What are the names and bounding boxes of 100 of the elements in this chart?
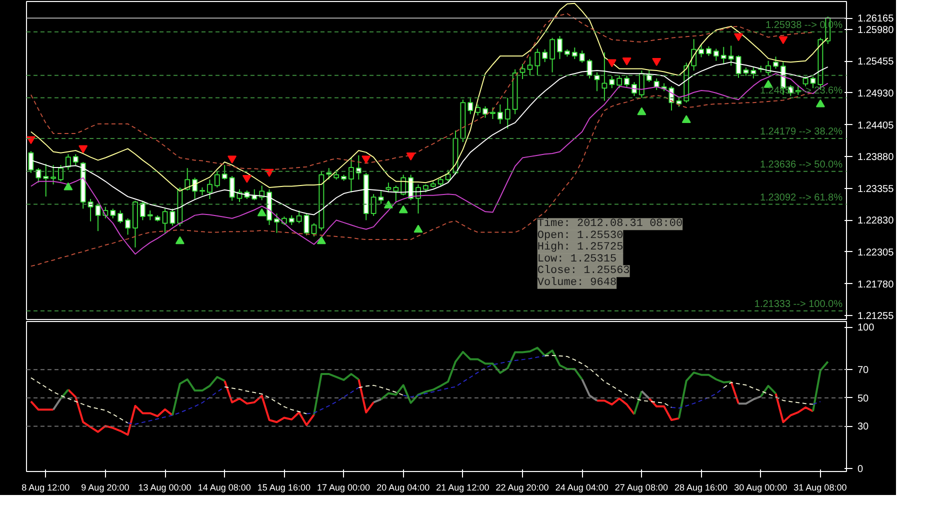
x-tick-label: 13 Aug 00:00 (138, 482, 192, 492)
y-tick-label: 50 (858, 393, 870, 404)
candlestick (475, 104, 481, 116)
candlestick (638, 70, 644, 98)
y-tick-label: 1.21255 (858, 311, 894, 322)
y-tick-label: 1.22305 (858, 247, 894, 258)
point (362, 156, 371, 164)
candlestick (490, 107, 496, 120)
y-tick-label: 1.23355 (858, 184, 894, 195)
candlestick (296, 210, 302, 224)
candlestick (192, 177, 198, 200)
x-tick-label: 28 Aug 16:00 (674, 482, 728, 492)
point (228, 156, 237, 164)
annotation: Open: 1.25530 (537, 230, 624, 242)
point (734, 33, 744, 42)
candlestick (468, 98, 474, 115)
candlestick (616, 74, 622, 89)
candlestick (602, 52, 608, 102)
candlestick (348, 157, 354, 193)
x-tick-label: 9 Aug 20:00 (81, 482, 130, 492)
annotation: Volume: 9648 (537, 276, 617, 289)
y-tick-label: 1.23880 (858, 152, 894, 164)
candlestick (542, 48, 548, 63)
candlestick (766, 60, 772, 76)
point (414, 224, 423, 233)
point (316, 236, 326, 244)
candlestick (222, 164, 228, 180)
ref-line-label: 1.21333 --> 100.0% (754, 298, 843, 310)
candlestick (482, 106, 488, 118)
candlestick (326, 168, 332, 180)
point (78, 145, 88, 154)
candlestick (214, 170, 220, 188)
annotation: Close: 1.25563 (537, 265, 630, 278)
x-tick-label: 20 Aug 04:00 (376, 482, 430, 492)
ref-line-label: 1.23092 --> 61.8% (760, 192, 843, 204)
candlestick (378, 190, 384, 204)
y-tick-label: 30 (858, 422, 870, 433)
candlestick (624, 74, 630, 88)
candlestick (810, 76, 816, 89)
candlestick (393, 185, 399, 202)
point (175, 236, 184, 244)
annotation: Low: 1.25315 (537, 253, 617, 266)
candlestick (632, 82, 637, 96)
candlestick (706, 46, 712, 57)
candlestick (288, 214, 294, 226)
candlestick (609, 76, 615, 89)
y-tick-label: 1.26165 (858, 14, 894, 25)
point (384, 200, 393, 208)
candlestick (88, 198, 94, 222)
candlestick (43, 163, 49, 198)
x-tick-label: 14 Aug 08:00 (198, 482, 251, 492)
point (778, 36, 788, 44)
candlestick (58, 164, 64, 182)
candlestick (676, 97, 682, 108)
candlestick (572, 47, 578, 60)
candlestick (773, 56, 778, 70)
candlestick (557, 36, 562, 60)
x-tick-label: 17 Aug 00:00 (317, 482, 370, 492)
candlestick (229, 175, 235, 202)
candlestick (698, 44, 704, 58)
candlestick (110, 208, 116, 219)
candlestick (95, 203, 101, 232)
candlestick (445, 169, 451, 182)
candlestick (118, 210, 124, 224)
candlestick (147, 210, 153, 221)
candlestick (65, 154, 71, 170)
x-tick-label: 24 Aug 04:00 (555, 482, 608, 492)
candlestick (795, 84, 801, 96)
y-tick-label: 1.25455 (858, 56, 894, 68)
candlestick (206, 179, 212, 200)
candlestick (534, 48, 540, 76)
y-tick-label: 0 (858, 464, 864, 476)
y-tick-label: 70 (858, 365, 870, 376)
y-tick-label: 1.22830 (858, 216, 894, 227)
point (622, 57, 632, 66)
candlestick (386, 182, 392, 193)
point (26, 136, 36, 144)
candlestick (654, 78, 660, 90)
annotation: High: 1.25725 (537, 242, 624, 254)
annotation: Time: 2012.08.31 08:00 (537, 218, 683, 230)
point (406, 152, 416, 160)
candlestick (750, 66, 756, 79)
candlestick (125, 218, 131, 236)
y-tick-label: 1.25980 (858, 24, 894, 36)
x-tick-label: 30 Aug 00:00 (734, 482, 788, 492)
candlestick (504, 97, 510, 130)
candlestick (579, 50, 585, 64)
candlestick (36, 168, 42, 184)
y-tick-label: 1.24405 (858, 120, 894, 132)
candlestick (802, 76, 808, 87)
candlestick (72, 154, 78, 166)
ref-line-label: 1.23636 --> 50.0% (760, 159, 843, 170)
point (257, 208, 266, 216)
candlestick (50, 164, 56, 185)
point (398, 205, 408, 214)
point (652, 58, 662, 66)
candlestick (334, 169, 340, 180)
point (64, 182, 73, 190)
x-tick-label: 31 Aug 08:00 (794, 482, 847, 492)
candlestick (713, 48, 719, 62)
